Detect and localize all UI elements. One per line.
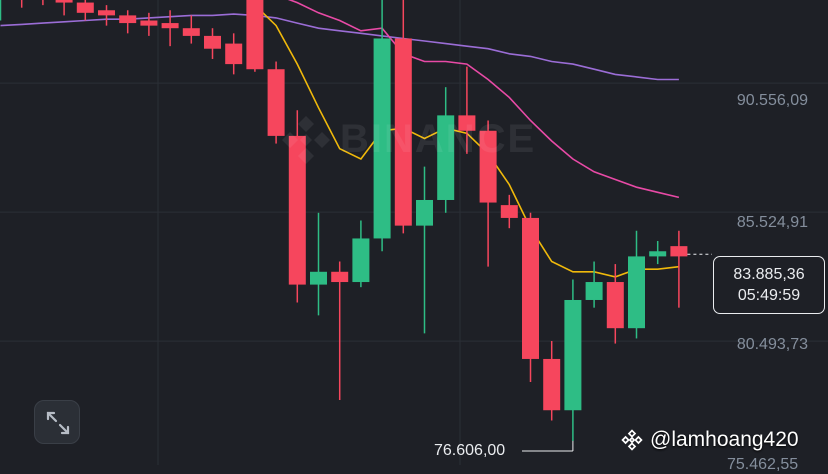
candle-countdown: 05:49:59 (737, 287, 801, 304)
binance-logo-icon (282, 116, 330, 164)
candle-body (373, 38, 391, 239)
candle-body (182, 28, 200, 36)
user-tag: @lamhoang420 (620, 428, 799, 452)
price-axis-label: 85.524,91 (736, 214, 808, 231)
candle-body (522, 217, 539, 359)
candle-body (649, 251, 667, 257)
candle-body (394, 38, 412, 226)
price-lines (522, 253, 712, 452)
binance-logo-icon (621, 429, 643, 451)
candle-body (606, 282, 624, 329)
price-axis-label: 90.556,09 (736, 92, 808, 109)
candle-body (585, 282, 603, 300)
low-price-marker: 76.606,00 (434, 442, 506, 459)
candle-body (352, 238, 370, 283)
candle-body (55, 0, 73, 3)
candle-body (267, 69, 285, 136)
candle-body (204, 35, 221, 49)
current-price: 83.885,36 (733, 266, 805, 283)
candle-body (331, 271, 349, 283)
current-price-box: 83.885,36 05:49:59 (713, 256, 825, 314)
price-axis-label-clipped: 75.462,55 (727, 456, 799, 473)
candles (0, 0, 688, 442)
candle-body (140, 20, 158, 26)
candle-body (479, 130, 497, 203)
candle-body (246, 0, 264, 70)
candle-body (437, 115, 455, 200)
ma-long-line (0, 13, 679, 81)
price-axis-label: 80.493,73 (736, 336, 808, 353)
ma-mid-line (287, 0, 680, 199)
expand-button[interactable] (34, 400, 80, 444)
candle-body (564, 299, 582, 411)
candle-body (670, 246, 688, 257)
candle-body (458, 115, 476, 131)
candle-body (119, 15, 137, 24)
candle-body (628, 256, 645, 329)
candle-body (288, 135, 306, 285)
user-tag-text: @lamhoang420 (650, 428, 799, 451)
candle-body (500, 205, 518, 218)
candle-body (98, 10, 115, 16)
watermark: BINANCE (340, 117, 537, 161)
expand-icon (46, 411, 70, 435)
candle-body (225, 43, 243, 65)
candle-body (161, 23, 179, 29)
candle-body (310, 271, 327, 285)
candle-body (416, 199, 433, 226)
candle-body (76, 2, 94, 13)
candle-body (543, 358, 561, 411)
